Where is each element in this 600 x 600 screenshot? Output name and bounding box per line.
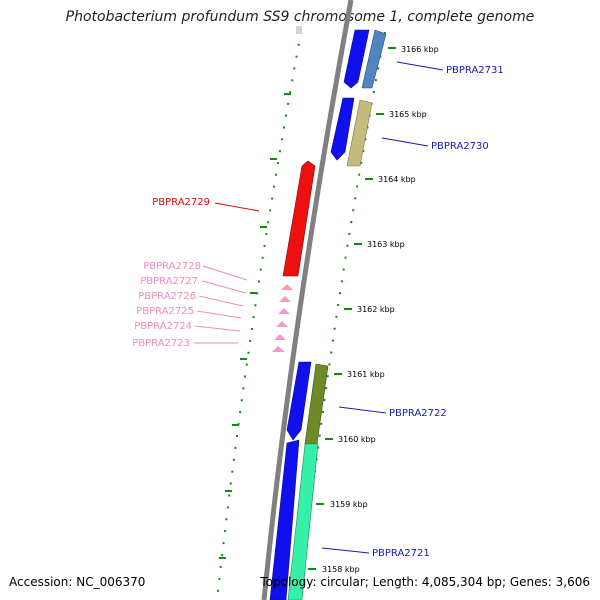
gene-PBPRA2729 <box>282 160 316 277</box>
labeled-genes <box>272 29 387 600</box>
gene-label-PBPRA2726: PBPRA2726 <box>138 291 196 302</box>
tick-label: 3164 kbp <box>378 175 416 184</box>
gene-label-PBPRA2731: PBPRA2731 <box>446 65 504 76</box>
gene-arrow <box>286 361 312 441</box>
gene-PBPRA2726 <box>278 308 290 314</box>
gene-arrow <box>343 29 370 89</box>
gene-arrow <box>269 439 300 600</box>
inner-major-tick-marks <box>219 93 291 559</box>
leader-PBPRA2727 <box>201 280 247 294</box>
tick-label: 3158 kbp <box>322 565 360 574</box>
leader-PBPRA2731 <box>396 61 444 71</box>
gene-label-PBPRA2724: PBPRA2724 <box>134 321 192 332</box>
chromosome-backbone <box>261 0 354 600</box>
leader-PBPRA2729 <box>214 202 260 212</box>
gene-PBPRA2724 <box>274 334 286 340</box>
leader-PBPRA2728 <box>202 265 248 281</box>
tick-labels: 3166 kbp 3165 kbp 3164 kbp 3163 kbp 3162… <box>322 45 439 574</box>
gene-label-PBPRA2728: PBPRA2728 <box>143 261 201 272</box>
tick-label: 3159 kbp <box>330 500 368 509</box>
inner-tick-track <box>216 31 302 600</box>
leader-PBPRA2721 <box>321 547 370 554</box>
gene-PBPRA2727 <box>279 296 291 302</box>
gene-PBPRA2721 <box>287 443 319 600</box>
gene-label-PBPRA2729: PBPRA2729 <box>152 197 210 208</box>
gene-labels: PBPRA2731 PBPRA2730 PBPRA2729 PBPRA2728 … <box>132 65 504 559</box>
tick-label: 3160 kbp <box>338 435 376 444</box>
gene-PBPRA2730 <box>346 99 373 167</box>
accession-text: Accession: NC_006370 <box>9 575 146 589</box>
gene-arrow <box>330 97 355 161</box>
label-leader-lines <box>194 61 444 554</box>
leader-PBPRA2726 <box>198 295 244 307</box>
gene-label-PBPRA2730: PBPRA2730 <box>431 141 489 152</box>
leader-PBPRA2724 <box>194 325 241 332</box>
gene-PBPRA2731 <box>361 29 387 89</box>
backbone-fade-stub <box>296 26 302 34</box>
gene-label-PBPRA2725: PBPRA2725 <box>136 306 194 317</box>
gene-PBPRA2723 <box>272 346 285 352</box>
leader-PBPRA2730 <box>381 137 429 147</box>
unlabeled-blue-genes <box>269 29 370 600</box>
tick-label: 3161 kbp <box>347 370 385 379</box>
leader-PBPRA2722 <box>338 406 387 414</box>
tick-label: 3165 kbp <box>389 110 427 119</box>
tick-label: 3163 kbp <box>367 240 405 249</box>
gene-PBPRA2725 <box>276 321 288 327</box>
gene-label-PBPRA2722: PBPRA2722 <box>389 408 447 419</box>
gene-PBPRA2728 <box>281 284 293 290</box>
leader-PBPRA2725 <box>196 310 242 319</box>
map-title: Photobacterium profundum SS9 chromosome … <box>65 9 535 25</box>
gene-label-PBPRA2727: PBPRA2727 <box>140 276 198 287</box>
tick-label: 3162 kbp <box>357 305 395 314</box>
tick-label: 3166 kbp <box>401 45 439 54</box>
genome-summary-text: Topology: circular; Length: 4,085,304 bp… <box>260 575 590 589</box>
gene-label-PBPRA2723: PBPRA2723 <box>132 338 190 349</box>
major-tick-marks <box>308 47 396 570</box>
gene-label-PBPRA2721: PBPRA2721 <box>372 548 430 559</box>
